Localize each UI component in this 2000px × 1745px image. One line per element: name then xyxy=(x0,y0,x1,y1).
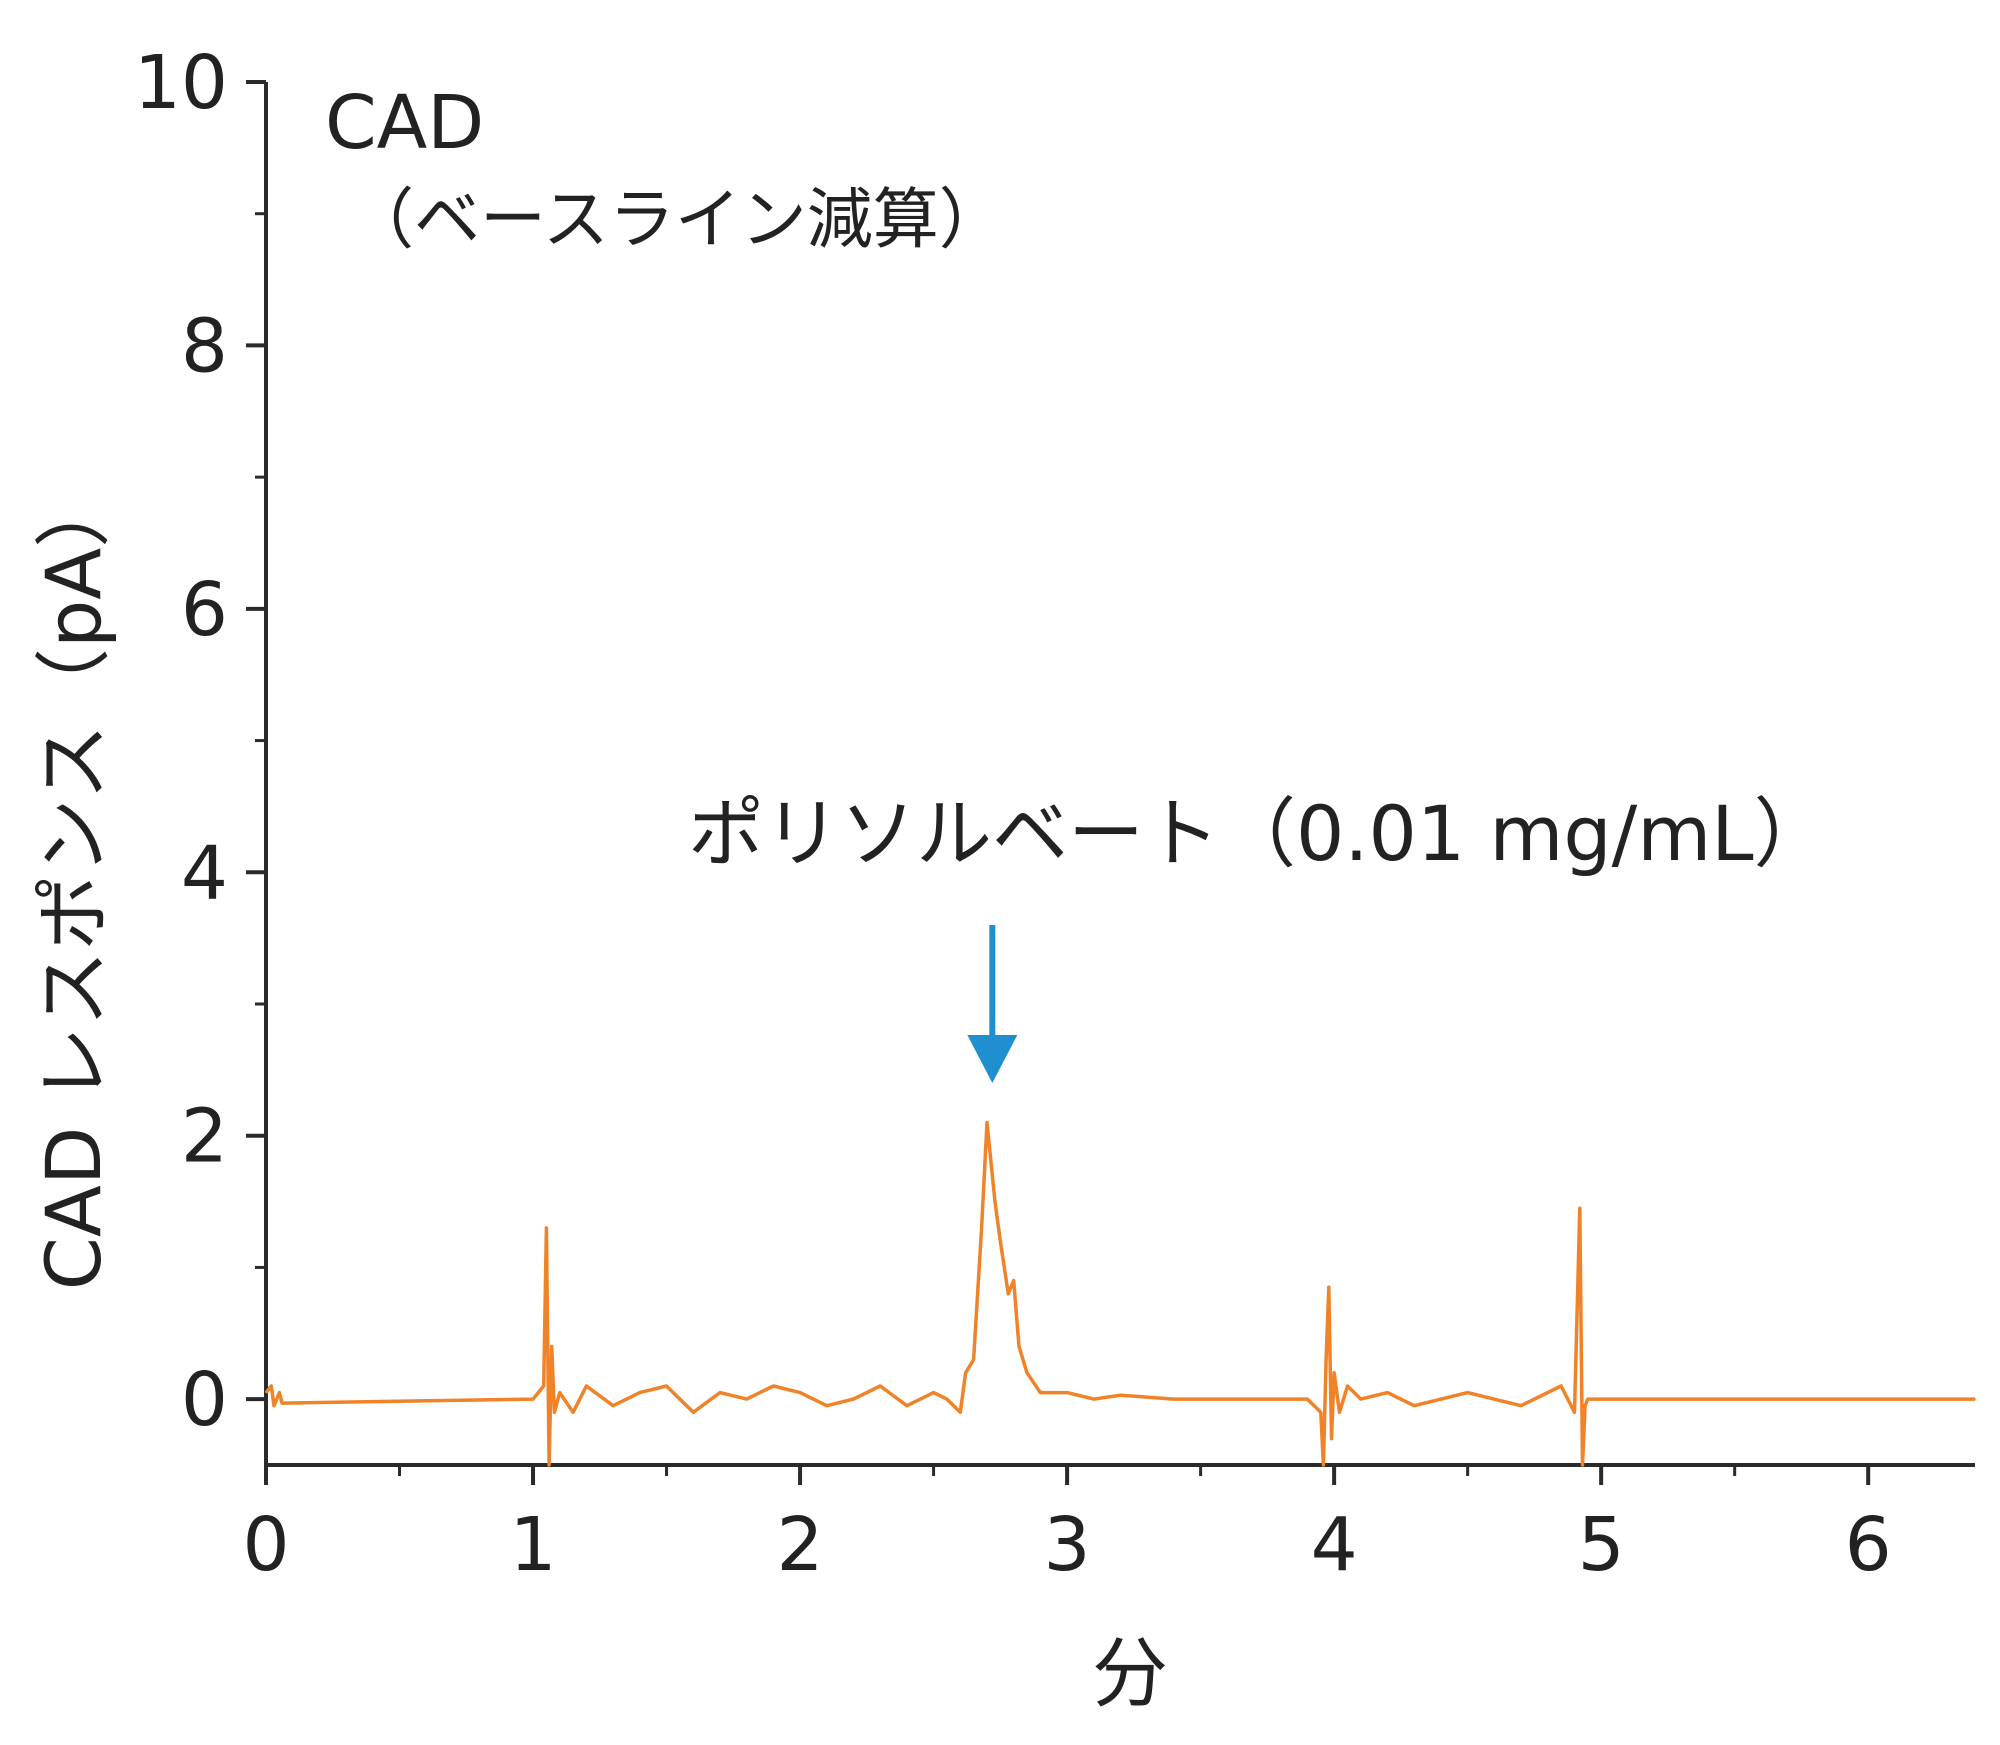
data-point xyxy=(1039,1391,1042,1394)
x-tick-label: 5 xyxy=(1578,1502,1625,1588)
x-tick-label: 4 xyxy=(1311,1502,1358,1588)
data-point xyxy=(1226,1398,1229,1400)
data-point xyxy=(612,1404,614,1407)
data-point xyxy=(999,1240,1002,1242)
peak-annotation-label: ポリソルベート（0.01 mg/mL） xyxy=(688,789,1830,878)
data-point xyxy=(1974,1398,1976,1400)
data-point xyxy=(1578,1207,1581,1209)
data-point xyxy=(639,1391,641,1394)
data-point xyxy=(986,1121,988,1124)
data-point xyxy=(1279,1398,1282,1400)
data-point xyxy=(1600,1398,1602,1400)
data-point xyxy=(1306,1398,1309,1400)
data-point xyxy=(799,1391,801,1394)
data-point xyxy=(278,1391,281,1394)
data-point xyxy=(745,1398,748,1400)
data-point xyxy=(825,1404,828,1407)
y-tick-label: 2 xyxy=(181,1094,228,1180)
data-point xyxy=(532,1398,534,1400)
data-point xyxy=(1466,1391,1469,1394)
data-point xyxy=(772,1385,775,1387)
data-point xyxy=(946,1398,948,1400)
data-point xyxy=(558,1391,561,1394)
data-point xyxy=(1346,1385,1349,1387)
data-point xyxy=(692,1411,695,1414)
chart-subtitle: （ベースライン減算） xyxy=(348,181,1005,258)
data-point xyxy=(1026,1372,1028,1374)
chart-title: CAD xyxy=(325,80,484,166)
data-point xyxy=(959,1411,962,1414)
x-tick-label: 0 xyxy=(242,1502,289,1588)
data-point xyxy=(852,1398,855,1400)
data-point xyxy=(1338,1411,1341,1414)
y-tick-label: 8 xyxy=(181,303,228,389)
data-point xyxy=(542,1385,545,1387)
data-point xyxy=(585,1385,588,1387)
data-point xyxy=(553,1411,556,1414)
data-point xyxy=(1330,1437,1333,1440)
data-point xyxy=(1119,1394,1122,1396)
data-point xyxy=(932,1391,935,1394)
data-point xyxy=(265,1391,267,1394)
data-point xyxy=(1327,1286,1330,1288)
data-point xyxy=(1581,1464,1584,1466)
data-point xyxy=(1333,1372,1335,1374)
data-point xyxy=(550,1345,553,1348)
x-tick-label: 6 xyxy=(1845,1502,1892,1588)
data-point xyxy=(1322,1464,1325,1466)
data-point xyxy=(1413,1404,1416,1407)
x-axis-label: 分 xyxy=(1092,1629,1168,1718)
data-point xyxy=(1173,1398,1175,1400)
data-point xyxy=(1386,1391,1389,1394)
data-point xyxy=(719,1391,721,1394)
x-tick-label: 1 xyxy=(509,1502,556,1588)
y-axis-label: CAD レスポンス（pA） xyxy=(29,472,118,1290)
data-point xyxy=(1560,1385,1562,1387)
series-line xyxy=(264,1120,1975,1467)
data-point xyxy=(545,1227,548,1229)
peak-arrow-head xyxy=(967,1035,1018,1084)
data-point xyxy=(1867,1398,1869,1400)
y-tick-label: 10 xyxy=(134,40,228,126)
data-point xyxy=(879,1385,881,1387)
data-point xyxy=(991,1174,994,1177)
data-point xyxy=(980,1227,983,1229)
data-point xyxy=(1007,1292,1010,1295)
x-tick-label: 3 xyxy=(1044,1502,1091,1588)
y-tick-label: 4 xyxy=(181,830,228,916)
annotation-layer xyxy=(967,924,1018,1084)
data-point xyxy=(1520,1404,1522,1407)
data-point xyxy=(906,1404,908,1407)
data-point xyxy=(964,1372,967,1374)
data-point xyxy=(1018,1345,1020,1348)
axes: 0 2 4 6 8 10 0 1 2 3 4 5 6 xyxy=(134,40,1975,1588)
data-point xyxy=(572,1411,574,1414)
data-point xyxy=(1319,1411,1322,1414)
series-layer xyxy=(264,1120,1976,1467)
data-point xyxy=(1573,1411,1576,1414)
data-point xyxy=(1360,1398,1362,1400)
data-point xyxy=(1587,1398,1589,1400)
data-point xyxy=(548,1464,550,1466)
y-tick-label: 0 xyxy=(181,1357,228,1443)
y-tick-label: 6 xyxy=(181,567,228,653)
data-point xyxy=(281,1402,283,1404)
data-point xyxy=(994,1200,996,1203)
data-point xyxy=(1092,1398,1095,1400)
data-point xyxy=(665,1385,668,1387)
data-point xyxy=(972,1358,975,1361)
data-point xyxy=(1012,1279,1015,1282)
data-point xyxy=(1325,1358,1327,1361)
x-tick-label: 2 xyxy=(777,1502,824,1588)
data-point xyxy=(270,1385,273,1387)
data-point xyxy=(273,1404,275,1407)
data-point xyxy=(1066,1391,1068,1394)
data-point xyxy=(1733,1398,1736,1400)
data-point xyxy=(1584,1404,1586,1407)
